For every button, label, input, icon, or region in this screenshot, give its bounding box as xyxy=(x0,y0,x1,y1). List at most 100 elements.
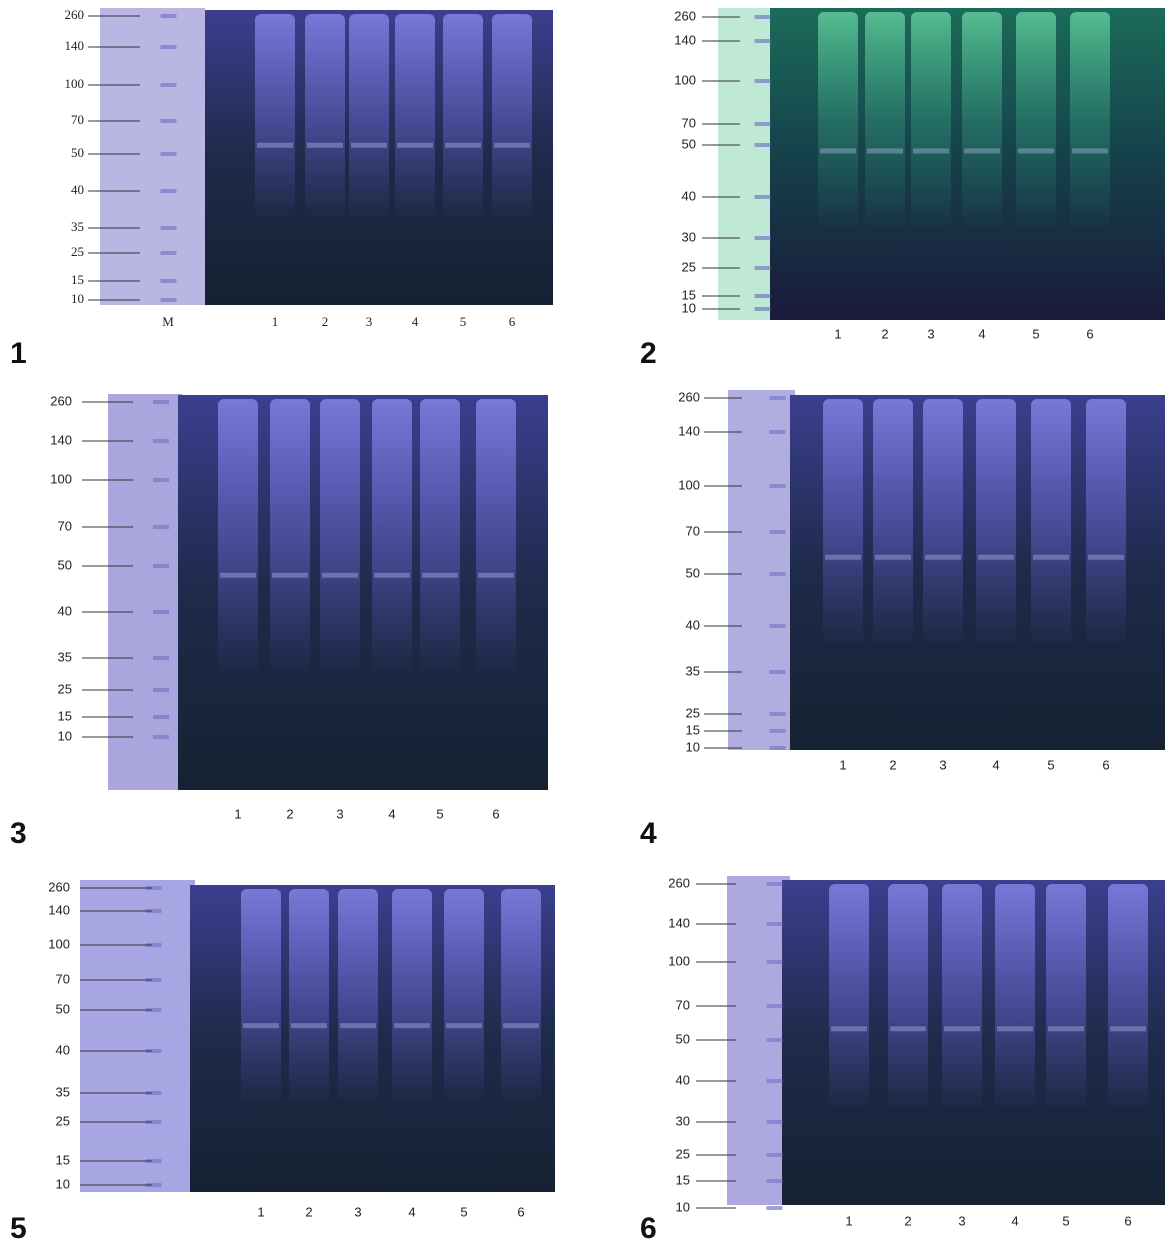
ladder-band xyxy=(769,572,786,576)
marker-label: 50 xyxy=(71,145,84,160)
marker-label: 15 xyxy=(682,287,696,302)
marker-label: 100 xyxy=(65,76,85,91)
band xyxy=(307,142,343,148)
marker-label: 25 xyxy=(58,681,72,696)
band xyxy=(445,142,481,148)
marker-label: 50 xyxy=(58,557,72,572)
lane-smear xyxy=(241,889,281,1104)
band xyxy=(374,572,410,578)
ladder-band xyxy=(754,294,771,298)
band xyxy=(1072,148,1108,154)
band xyxy=(820,148,856,154)
lane-smear xyxy=(255,14,295,221)
marker-label: 260 xyxy=(678,389,700,404)
lane-smear xyxy=(829,884,869,1112)
marker-label: 10 xyxy=(56,1176,70,1191)
band xyxy=(257,142,293,148)
lane-smear xyxy=(888,884,928,1112)
ladder-band xyxy=(754,79,771,83)
marker-label: 140 xyxy=(65,38,85,53)
marker-label: 70 xyxy=(682,115,696,130)
lane-smear xyxy=(395,14,435,221)
lane-smear xyxy=(911,12,951,231)
lane-smear xyxy=(1016,12,1056,231)
band xyxy=(503,1023,539,1029)
band xyxy=(997,1026,1033,1032)
lane-smear xyxy=(1070,12,1110,231)
band xyxy=(944,1026,980,1032)
ladder-band xyxy=(160,189,177,193)
lane-label: 4 xyxy=(1011,1213,1018,1228)
ladder-band xyxy=(766,1079,783,1083)
panel-number: 2 xyxy=(640,337,657,370)
marker-label: 40 xyxy=(676,1072,690,1087)
marker-label: 100 xyxy=(668,953,690,968)
lane-smear xyxy=(492,14,532,221)
lane-label: 6 xyxy=(517,1204,524,1219)
marker-label: 30 xyxy=(676,1113,690,1128)
lane-smear xyxy=(818,12,858,231)
lane-label: 3 xyxy=(366,314,373,329)
band xyxy=(243,1023,279,1029)
band xyxy=(394,1023,430,1029)
lane-smear xyxy=(289,889,329,1104)
band xyxy=(322,572,358,578)
ladder-band xyxy=(766,1120,783,1124)
marker-label: 70 xyxy=(56,971,70,986)
lane-label: 4 xyxy=(412,314,419,329)
ladder-band xyxy=(769,712,786,716)
lane-label: 1 xyxy=(272,314,279,329)
lane-label: 1 xyxy=(234,806,241,821)
band xyxy=(1088,554,1124,560)
ladder-band xyxy=(145,886,162,890)
marker-label: 50 xyxy=(676,1031,690,1046)
band xyxy=(351,142,387,148)
lane-label: 2 xyxy=(881,326,888,341)
ladder-band xyxy=(754,236,771,240)
marker-label: 40 xyxy=(58,603,72,618)
marker-label: 25 xyxy=(686,705,700,720)
band xyxy=(494,142,530,148)
lane-label: 1 xyxy=(834,326,841,341)
lane-label: 6 xyxy=(1124,1213,1131,1228)
marker-label: 10 xyxy=(682,300,696,315)
lane-smear xyxy=(444,889,484,1104)
band xyxy=(964,148,1000,154)
marker-label: 15 xyxy=(676,1172,690,1187)
marker-label: 25 xyxy=(676,1146,690,1161)
ladder-band xyxy=(769,746,786,750)
marker-label: 140 xyxy=(48,902,70,917)
lane-label: 6 xyxy=(492,806,499,821)
marker-label: 260 xyxy=(668,875,690,890)
lane-label: 4 xyxy=(388,806,395,821)
marker-label: 50 xyxy=(682,136,696,151)
band xyxy=(825,554,861,560)
marker-label: 10 xyxy=(686,739,700,754)
lane-label: 3 xyxy=(354,1204,361,1219)
panel-number: 4 xyxy=(640,817,657,850)
marker-label: 140 xyxy=(668,915,690,930)
band xyxy=(340,1023,376,1029)
marker-label: 35 xyxy=(56,1084,70,1099)
lane-smear xyxy=(823,399,863,648)
ladder-band xyxy=(766,960,783,964)
lane-label: 4 xyxy=(992,757,999,772)
marker-label: 40 xyxy=(686,617,700,632)
ladder-band xyxy=(766,1038,783,1042)
ladder-band xyxy=(145,943,162,947)
marker-label: 35 xyxy=(58,649,72,664)
band xyxy=(875,554,911,560)
lane-label: 2 xyxy=(889,757,896,772)
ladder-band xyxy=(766,882,783,886)
marker-label: 260 xyxy=(50,393,72,408)
lane-smear xyxy=(1031,399,1071,648)
band xyxy=(272,572,308,578)
ladder-band xyxy=(754,39,771,43)
ladder-band xyxy=(153,735,169,739)
ladder-band xyxy=(153,400,169,404)
band xyxy=(867,148,903,154)
lane-smear xyxy=(392,889,432,1104)
band xyxy=(1018,148,1054,154)
lane-label: 6 xyxy=(1086,326,1093,341)
lane-smear xyxy=(1086,399,1126,648)
